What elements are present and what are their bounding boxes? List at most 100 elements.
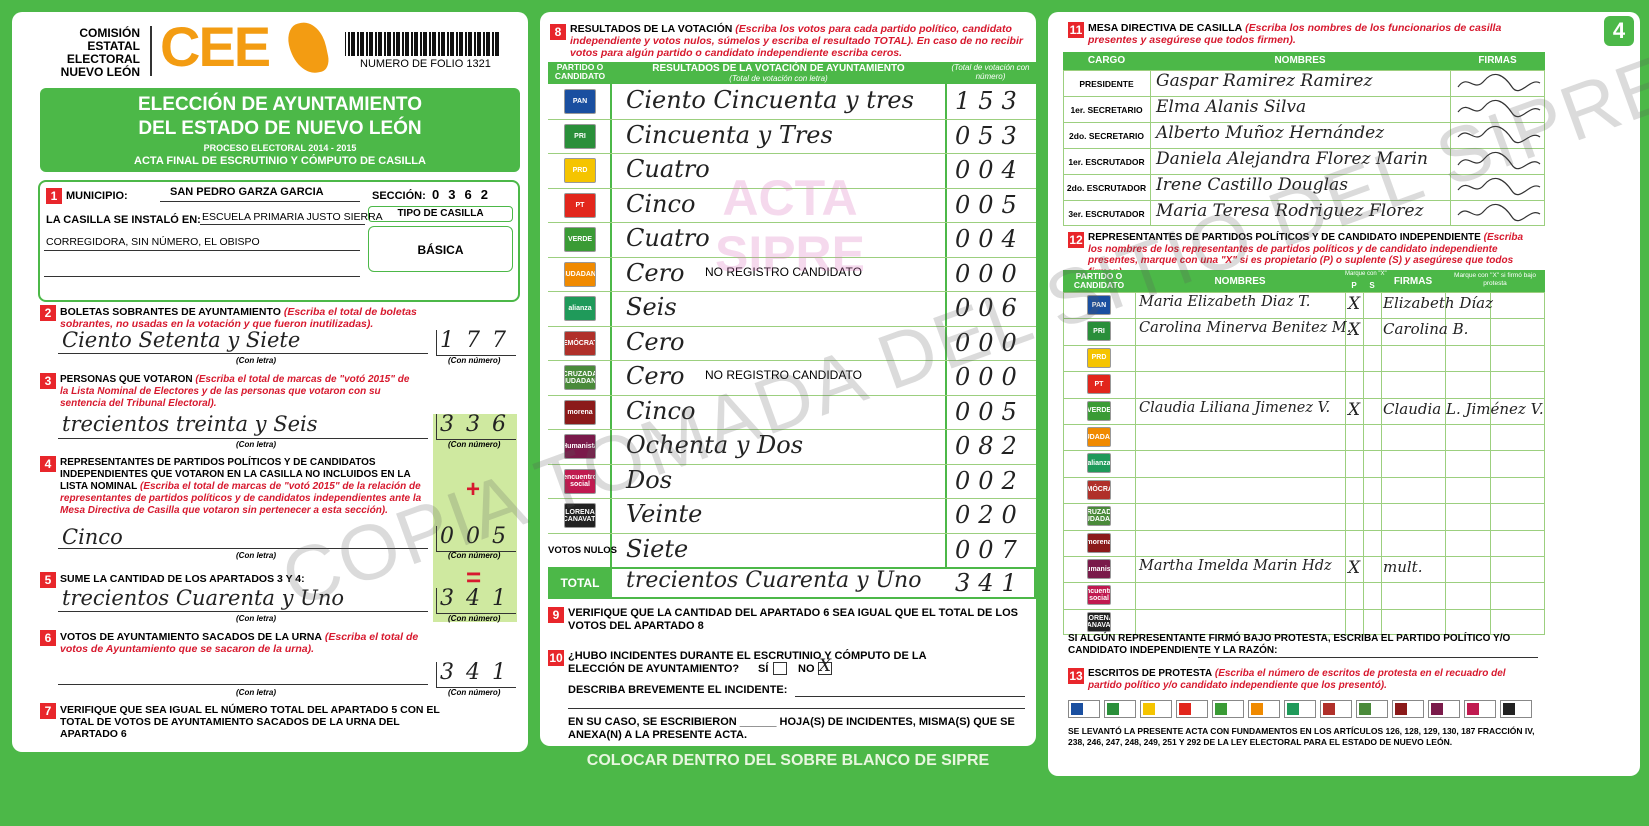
handwritten-number: 341 bbox=[440, 586, 518, 611]
signature-scribble bbox=[1457, 151, 1541, 170]
con-numero-label: (Con número) bbox=[448, 440, 501, 449]
signature-scribble bbox=[1457, 177, 1541, 196]
title-line: DEL ESTADO DE NUEVO LEÓN bbox=[138, 118, 422, 139]
reps-head: Marque con "X" si firmó bajo protesta bbox=[1454, 272, 1536, 287]
rule-line bbox=[1063, 344, 1545, 346]
rule-line bbox=[1063, 582, 1545, 584]
party-label: PAN bbox=[1091, 301, 1107, 309]
board-head: FIRMAS bbox=[1478, 55, 1517, 66]
barcode-bar bbox=[426, 32, 427, 56]
lugar-label: LA CASILLA SE INSTALÓ EN: bbox=[46, 214, 201, 226]
signature-scribble bbox=[1457, 73, 1541, 92]
party-label: DEMÓCRATA bbox=[565, 339, 595, 347]
rule-line bbox=[58, 438, 428, 439]
barcode-bar bbox=[348, 32, 350, 56]
barcode-bar bbox=[384, 32, 386, 56]
rule-line bbox=[44, 250, 360, 251]
vote-number: 020 bbox=[955, 501, 1025, 529]
plus-sign: + bbox=[466, 476, 481, 503]
party-logo: PRD bbox=[1087, 347, 1111, 368]
board-head: CARGO bbox=[1087, 55, 1126, 66]
vote-number: 053 bbox=[955, 121, 1025, 150]
section-number: 1 bbox=[46, 188, 62, 204]
nulos-label: VOTOS NULOS bbox=[548, 544, 617, 556]
barcode-bar bbox=[390, 32, 391, 56]
vote-words: Cuatro bbox=[626, 224, 710, 252]
rep-name: Carolina Minerva Benitez M. bbox=[1139, 320, 1352, 337]
board-header bbox=[1063, 52, 1545, 70]
no-label: NO bbox=[798, 663, 815, 675]
barcode-bar bbox=[492, 32, 494, 56]
section-number: 12 bbox=[1068, 232, 1084, 248]
s9-text: VERIFIQUE QUE LA CANTIDAD DEL APARTADO 6… bbox=[568, 607, 1019, 632]
party-label: CIUDADANO bbox=[565, 270, 596, 278]
barcode-bar bbox=[459, 32, 462, 56]
section-heading: MESA DIRECTIVA DE CASILLA (Escriba los n… bbox=[1088, 22, 1528, 46]
rep-name: Martha Imelda Marin Hdz bbox=[1139, 558, 1332, 574]
protest-logo bbox=[1215, 703, 1227, 715]
header-divider bbox=[150, 26, 152, 76]
barcode-bar bbox=[378, 32, 381, 56]
rep-name: Claudia Liliana Jimenez V. bbox=[1139, 399, 1331, 416]
reps-col bbox=[1345, 292, 1346, 636]
party-logo: CIUDADANO bbox=[1087, 427, 1111, 447]
rule-line bbox=[548, 360, 1036, 361]
party-label: LORENA CANAVATI bbox=[564, 508, 596, 523]
party-logo: PAN bbox=[1087, 295, 1111, 315]
si-box bbox=[773, 662, 787, 675]
rule-line bbox=[1063, 556, 1545, 557]
rep-signature: mult. bbox=[1383, 558, 1423, 576]
signature-scribble bbox=[1457, 99, 1541, 118]
rule-line bbox=[548, 118, 1036, 120]
rule-line bbox=[1063, 96, 1545, 97]
tipo-frame bbox=[368, 226, 513, 272]
rule-line bbox=[58, 611, 428, 612]
s2-letra: Ciento Setenta y Siete bbox=[62, 328, 301, 352]
vote-number: 082 bbox=[955, 432, 1025, 460]
reps-head: Marque con "X" bbox=[1345, 271, 1387, 277]
party-logo: Humanista bbox=[1087, 559, 1111, 579]
signature-scribble bbox=[1457, 203, 1541, 222]
party-label: morena bbox=[567, 408, 593, 416]
vote-number: 000 bbox=[955, 259, 1025, 288]
party-label: PRD bbox=[1091, 354, 1107, 362]
section-number: 9 bbox=[548, 607, 564, 623]
page-number: 4 bbox=[1604, 16, 1634, 46]
vote-number: 005 bbox=[955, 397, 1025, 426]
cargo: 2do. SECRETARIO bbox=[1069, 131, 1144, 141]
no-candidate-note: NO REGISTRO CANDIDATO bbox=[705, 264, 862, 279]
protest-logo bbox=[1395, 703, 1407, 715]
barcode-bar bbox=[486, 32, 489, 56]
party-logo: VERDE bbox=[564, 227, 596, 252]
rule-line bbox=[548, 532, 1036, 534]
direccion: CORREGIDORA, SIN NÚMERO, EL OBISPO bbox=[46, 236, 260, 248]
vote-words: Siete bbox=[626, 534, 689, 563]
digit-box-frame bbox=[436, 526, 516, 552]
barcode-bar bbox=[354, 32, 355, 56]
rule-line bbox=[1198, 657, 1538, 658]
protest-logo bbox=[1323, 703, 1335, 715]
party-logo: Humanista bbox=[564, 434, 596, 459]
barcode-bar bbox=[477, 32, 480, 56]
official-name: Maria Teresa Rodriguez Florez bbox=[1156, 201, 1424, 221]
barcode-bar bbox=[441, 32, 444, 56]
party-label: morena bbox=[1087, 539, 1111, 547]
vote-number: 007 bbox=[955, 535, 1025, 564]
barcode-bar bbox=[420, 32, 422, 56]
barcode-bar bbox=[399, 32, 400, 56]
section1-frame bbox=[38, 180, 520, 302]
barcode-bar bbox=[480, 32, 481, 56]
rule-line bbox=[1063, 318, 1545, 320]
barcode-bar bbox=[375, 32, 377, 56]
barcode-bar bbox=[414, 32, 417, 56]
barcode-bar bbox=[345, 32, 346, 56]
rule-line bbox=[795, 696, 1025, 697]
section-note: (Escriba el total de marcas de "votó 201… bbox=[60, 374, 410, 409]
barcode-bar bbox=[393, 32, 395, 56]
s5-letra: trecientos Cuarenta y Uno bbox=[62, 586, 345, 610]
con-numero-label: (Con número) bbox=[448, 688, 501, 697]
vote-words: Veinte bbox=[626, 500, 703, 528]
cargo: 2do. ESCRUTADOR bbox=[1066, 183, 1147, 193]
barcode-bar bbox=[465, 32, 467, 56]
process-year: PROCESO ELECTORAL 2014 - 2015 bbox=[203, 143, 357, 153]
